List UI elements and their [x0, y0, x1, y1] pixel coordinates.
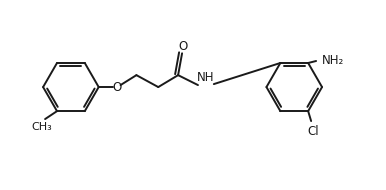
Text: NH: NH	[197, 71, 215, 84]
Text: O: O	[178, 40, 188, 53]
Text: NH₂: NH₂	[322, 54, 344, 66]
Text: CH₃: CH₃	[32, 122, 52, 132]
Text: O: O	[112, 81, 121, 93]
Text: Cl: Cl	[307, 125, 319, 138]
